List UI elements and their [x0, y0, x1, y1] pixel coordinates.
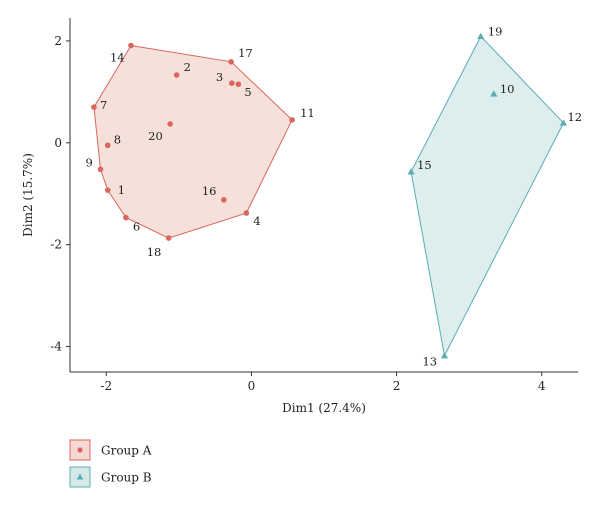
point-label-20: 20 [148, 129, 163, 143]
point-label-17: 17 [238, 46, 253, 60]
point-label-9: 9 [85, 155, 92, 169]
y-tick-label: 0 [54, 136, 62, 150]
point-label-14: 14 [110, 51, 125, 65]
point-14 [128, 42, 134, 49]
point-16 [221, 197, 227, 203]
y-axis-title: Dim2 (15.7%) [21, 153, 35, 237]
point-label-11: 11 [300, 106, 315, 120]
point-19 [477, 32, 485, 40]
data-points [91, 32, 568, 359]
point-9 [97, 166, 104, 173]
legend-marker-circle [77, 447, 83, 453]
y-tick-label: -2 [50, 238, 62, 252]
point-label-5: 5 [244, 85, 251, 99]
x-tick-label: 4 [538, 379, 546, 393]
point-5 [235, 81, 242, 88]
point-10 [490, 90, 498, 97]
point-label-18: 18 [147, 245, 162, 259]
x-tick-label: -2 [100, 379, 112, 393]
point-20 [167, 121, 173, 127]
point-label-3: 3 [216, 70, 223, 84]
point-3 [229, 80, 235, 86]
axes: -2 0 2 4 20-2-4 [50, 18, 578, 393]
point-2 [173, 72, 180, 78]
point-6 [123, 214, 129, 221]
legend-item-group-a: Group A [69, 439, 152, 461]
point-label-19: 19 [488, 24, 503, 38]
hull-group-a [93, 44, 293, 239]
x-ticks: -2 0 2 4 [100, 372, 546, 393]
point-label-13: 13 [422, 355, 437, 369]
legend-item-group-b: Group B [69, 466, 152, 488]
point-label-12: 12 [567, 110, 582, 124]
point-4 [243, 210, 250, 216]
point-label-8: 8 [114, 132, 121, 146]
point-label-16: 16 [202, 184, 217, 198]
point-1 [104, 187, 111, 193]
point-label-15: 15 [417, 158, 432, 172]
x-tick-label: 2 [393, 379, 401, 393]
point-15 [407, 168, 415, 175]
point-7 [91, 104, 97, 110]
point-8 [104, 142, 111, 149]
y-tick-label: -4 [50, 340, 62, 354]
legend-marker-triangle [76, 473, 84, 480]
group-hulls [93, 35, 565, 358]
point-label-4: 4 [253, 214, 260, 228]
hull-group-b [410, 35, 565, 358]
point-18 [165, 235, 172, 241]
legend: Group A Group B [69, 439, 152, 488]
point-13 [440, 352, 449, 359]
point-12 [559, 119, 568, 126]
point-label-1: 1 [118, 183, 125, 197]
point-label-2: 2 [184, 60, 191, 74]
x-tick-label: 0 [248, 379, 256, 393]
point-11 [289, 117, 295, 123]
legend-label: Group B [101, 471, 152, 485]
y-tick-label: 2 [54, 34, 62, 48]
point-label-10: 10 [500, 82, 515, 96]
point-label-7: 7 [100, 98, 107, 112]
point-label-6: 6 [133, 220, 140, 234]
x-axis-title: Dim1 (27.4%) [282, 401, 366, 415]
legend-label: Group A [101, 444, 152, 458]
y-ticks: 2 0 -2 -4 [50, 34, 70, 354]
point-17 [228, 59, 234, 65]
